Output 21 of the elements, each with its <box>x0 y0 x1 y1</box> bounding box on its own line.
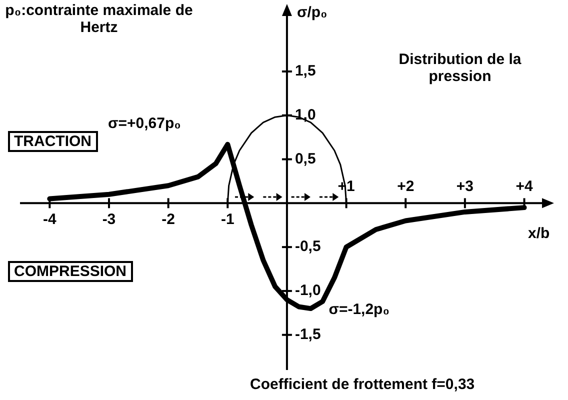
x2-tick-label: +3 <box>456 178 474 195</box>
x-axis-title: x/b <box>528 225 550 242</box>
annotation: TRACTION <box>8 131 98 152</box>
annotation: Distribution de la pression <box>398 51 522 86</box>
annotation: COMPRESSION <box>8 261 133 282</box>
annotation: p₀:contrainte maximale de Hertz <box>4 2 194 36</box>
y-tick-label: -1,5 <box>294 326 321 344</box>
annotation: σ=+0,67p₀ <box>108 115 181 132</box>
x-tick-label: -1 <box>220 210 234 228</box>
y-tick-label: 1,5 <box>294 62 316 80</box>
text: Coefficient de frottement f=0,33 <box>250 376 475 393</box>
y-tick-label: 0,5 <box>294 150 316 168</box>
x-tick-label: -3 <box>102 210 116 228</box>
x2-tick-label: +2 <box>397 178 414 195</box>
y-axis-title: σ/p₀ <box>296 4 328 21</box>
x2-tick-label: +4 <box>516 178 534 195</box>
y-tick-label: -0,5 <box>294 238 321 256</box>
y-tick-label: -1,0 <box>294 282 321 300</box>
annotation: σ=-1,2p₀ <box>328 300 390 318</box>
x-tick-label: -4 <box>42 210 57 228</box>
x-tick-label: -2 <box>162 210 175 228</box>
